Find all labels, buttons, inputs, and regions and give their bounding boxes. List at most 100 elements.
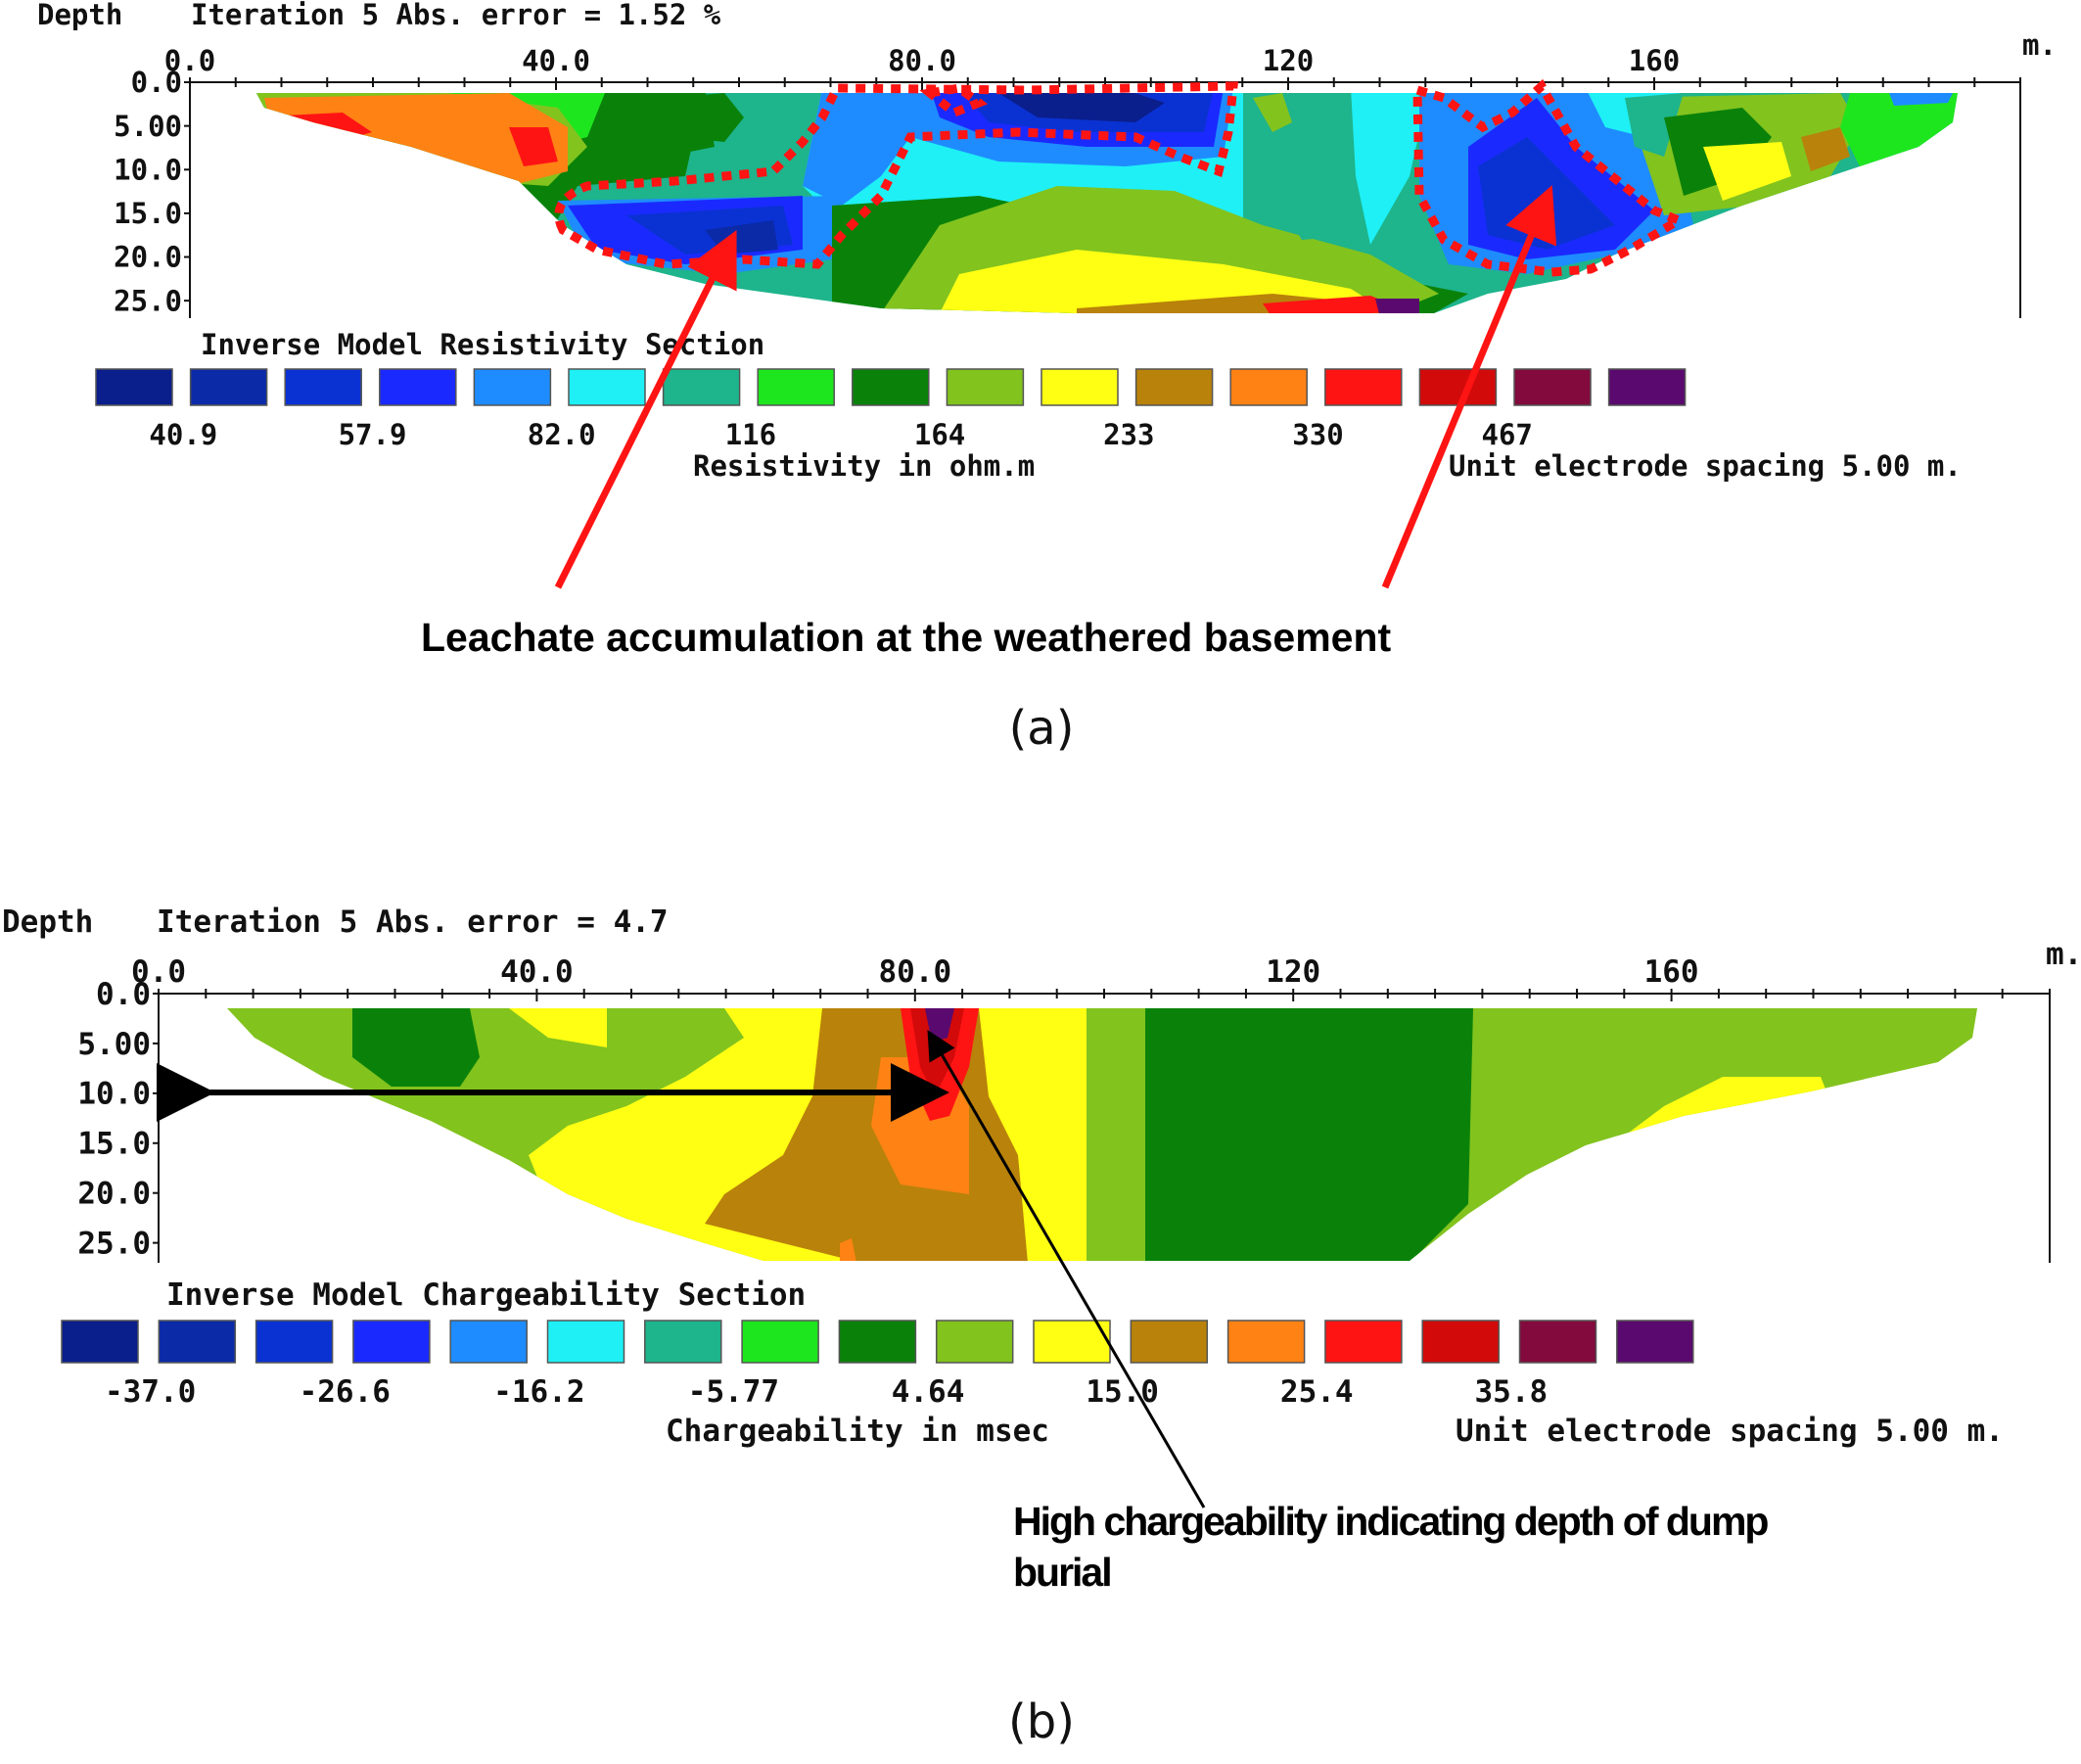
panel-a-y-tick-label: 25.0: [114, 284, 182, 317]
panel-b-colorbar-swatch: [546, 1320, 625, 1364]
panel-a-colorbar-label: 116: [725, 418, 776, 451]
panel-b-pointer-line: [927, 1030, 1206, 1509]
panel-a-y-tick-label: 15.0: [114, 197, 182, 230]
panel-b-colorbar-swatch: [1616, 1320, 1694, 1364]
panel-b-colorbar-swatch: [741, 1320, 819, 1364]
panel-a: Depth Iteration 5 Abs. error = 1.52 % m.…: [37, 0, 2057, 756]
panel-b-x-tick-label: 40.0: [500, 954, 574, 990]
panel-b-axes: 0.0 40.0 80.0 120 160 0.0 5.00 10.0 15.0 20.0 25.0: [77, 954, 2051, 1263]
panel-b-colorbar-swatch: [1130, 1320, 1209, 1364]
panel-b-colorbar-swatch: [644, 1320, 722, 1364]
panel-b-y-tick-label: 20.0: [77, 1177, 151, 1212]
panel-a-colorbar-label: 467: [1482, 418, 1533, 451]
panel-b-colorbar-swatch: [1033, 1320, 1111, 1364]
panel-a-colorbar-label: 233: [1103, 418, 1154, 451]
panel-a-colorbar-swatch: [379, 368, 457, 406]
panel-b-x-tick-label: 120: [1266, 954, 1320, 990]
panel-b-y-tick-label: 10.0: [77, 1077, 151, 1112]
panel-a-colorbar-title: Resistivity in ohm.m: [693, 449, 1035, 483]
panel-b: Depth Iteration 5 Abs. error = 4.7 m. 0.…: [2, 905, 2081, 1749]
panel-b-y-tick-label: 0.0: [96, 977, 151, 1012]
panel-b-y-tick-label: 5.00: [77, 1027, 151, 1062]
panel-a-colorbar-swatch: [189, 368, 268, 406]
panel-a-colorbar: 40.9 57.9 82.0 116 164 233 330 467: [95, 368, 1687, 451]
panel-a-axes: 0.0 40.0 80.0 120 160 0.0 5.00 10.0 15.0 20.0 25.0: [114, 44, 2021, 318]
panel-a-x-tick-label: 80.0: [888, 44, 956, 77]
panel-b-x-tick-label: 160: [1644, 954, 1699, 990]
panel-a-colorbar-swatch: [1607, 368, 1687, 406]
panel-b-subcaption: (b): [1008, 1694, 1075, 1749]
panel-b-colorbar-label: -26.6: [300, 1374, 391, 1410]
panel-b-colorbar-label: 35.8: [1475, 1374, 1549, 1410]
panel-a-y-tick-label: 5.00: [114, 110, 182, 143]
panel-b-y-tick-label: 15.0: [77, 1127, 151, 1162]
panel-a-x-tick-label: 0.0: [164, 44, 215, 77]
panel-b-colorbar-title: Chargeability in msec: [666, 1414, 1049, 1449]
panel-b-colorbar-label: -37.0: [105, 1374, 196, 1410]
panel-b-colorbar-swatch: [1226, 1320, 1306, 1364]
panel-a-subcaption: (a): [1009, 701, 1075, 756]
panel-b-colorbar-label: 15.0: [1086, 1374, 1159, 1410]
panel-b-colorbar-swatch: [352, 1320, 431, 1364]
panel-b-colorbar-swatch: [1421, 1320, 1500, 1364]
panel-b-colorbar-label: -16.2: [493, 1374, 584, 1410]
panel-a-colorbar-label: 40.9: [149, 418, 217, 451]
panel-a-colorbar-swatch: [946, 368, 1025, 406]
panel-b-x-tick-label: 80.0: [878, 954, 951, 990]
panel-b-section-title: Inverse Model Chargeability Section: [166, 1277, 806, 1313]
panel-b-x-tick-label: 0.0: [131, 954, 186, 990]
panel-b-colorbar-swatch: [935, 1320, 1014, 1364]
panel-b-y-tick-label: 25.0: [77, 1226, 151, 1261]
panel-a-x-unit: m.: [2022, 28, 2057, 62]
panel-a-y-tick-label: 0.0: [131, 66, 182, 99]
panel-a-colorbar-swatch: [1229, 368, 1308, 406]
panel-b-colorbar-label: -5.77: [688, 1374, 779, 1410]
panel-a-colorbar-swatch: [568, 368, 646, 406]
panel-a-annotation: Leachate accumulation at the weathered b…: [421, 615, 1391, 660]
panel-a-colorbar-label: 330: [1292, 418, 1343, 451]
panel-a-x-tick-label: 120: [1263, 44, 1314, 77]
panel-b-colorbar-swatch: [254, 1320, 334, 1364]
panel-b-title: Iteration 5 Abs. error = 4.7: [157, 905, 669, 940]
panel-a-colorbar-swatch: [1418, 368, 1498, 406]
panel-a-y-tick-label: 10.0: [114, 153, 182, 186]
panel-b-colorbar-swatch: [1324, 1320, 1403, 1364]
panel-a-colorbar-swatch: [95, 368, 173, 406]
panel-b-spacing-note: Unit electrode spacing 5.00 m.: [1456, 1414, 2004, 1449]
panel-a-colorbar-label: 164: [914, 418, 965, 451]
panel-b-annotation-line-1: High chargeability indicating depth of d…: [1013, 1499, 1768, 1544]
panel-b-colorbar-swatch: [61, 1320, 139, 1364]
panel-a-colorbar-swatch: [473, 368, 552, 406]
panel-b-section: [227, 1008, 1977, 1261]
panel-b-colorbar: -37.0 -26.6 -16.2 -5.77 4.64 15.0 25.4 35.8: [61, 1320, 1694, 1410]
panel-b-annotation-line-2: burial: [1013, 1550, 1111, 1595]
panel-a-x-tick-label: 40.0: [522, 44, 590, 77]
panel-b-depth-label: Depth: [2, 905, 93, 940]
panel-a-arrow-right: [1381, 185, 1557, 589]
panel-b-colorbar-swatch: [1518, 1320, 1597, 1364]
panel-a-colorbar-swatch: [662, 368, 741, 406]
panel-b-colorbar-label: 25.4: [1280, 1374, 1354, 1410]
panel-a-colorbar-swatch: [284, 368, 362, 406]
panel-a-depth-label: Depth: [37, 0, 122, 31]
panel-a-colorbar-swatch: [852, 368, 930, 406]
panel-b-colorbar-swatch: [158, 1320, 237, 1364]
panel-a-colorbar-swatch: [757, 368, 835, 406]
panel-a-leachate-outline: [554, 78, 1689, 277]
panel-a-colorbar-swatch: [1513, 368, 1592, 406]
panel-a-colorbar-swatch: [1040, 368, 1119, 406]
panel-a-x-tick-label: 160: [1629, 44, 1680, 77]
panel-a-colorbar-label: 82.0: [528, 418, 596, 451]
panel-b-x-unit: m.: [2046, 937, 2081, 972]
panel-a-title: Iteration 5 Abs. error = 1.52 %: [191, 0, 721, 31]
panel-a-colorbar-swatch: [1134, 368, 1214, 406]
panel-b-colorbar-label: 4.64: [892, 1374, 965, 1410]
panel-a-arrow-left: [554, 229, 737, 589]
panel-a-section: [256, 93, 1958, 313]
panel-a-colorbar-label: 57.9: [339, 418, 407, 451]
panel-a-y-tick-label: 20.0: [114, 241, 182, 274]
panel-b-colorbar-swatch: [838, 1320, 917, 1364]
panel-b-colorbar-swatch: [449, 1320, 528, 1364]
panel-a-spacing-note: Unit electrode spacing 5.00 m.: [1449, 449, 1962, 483]
